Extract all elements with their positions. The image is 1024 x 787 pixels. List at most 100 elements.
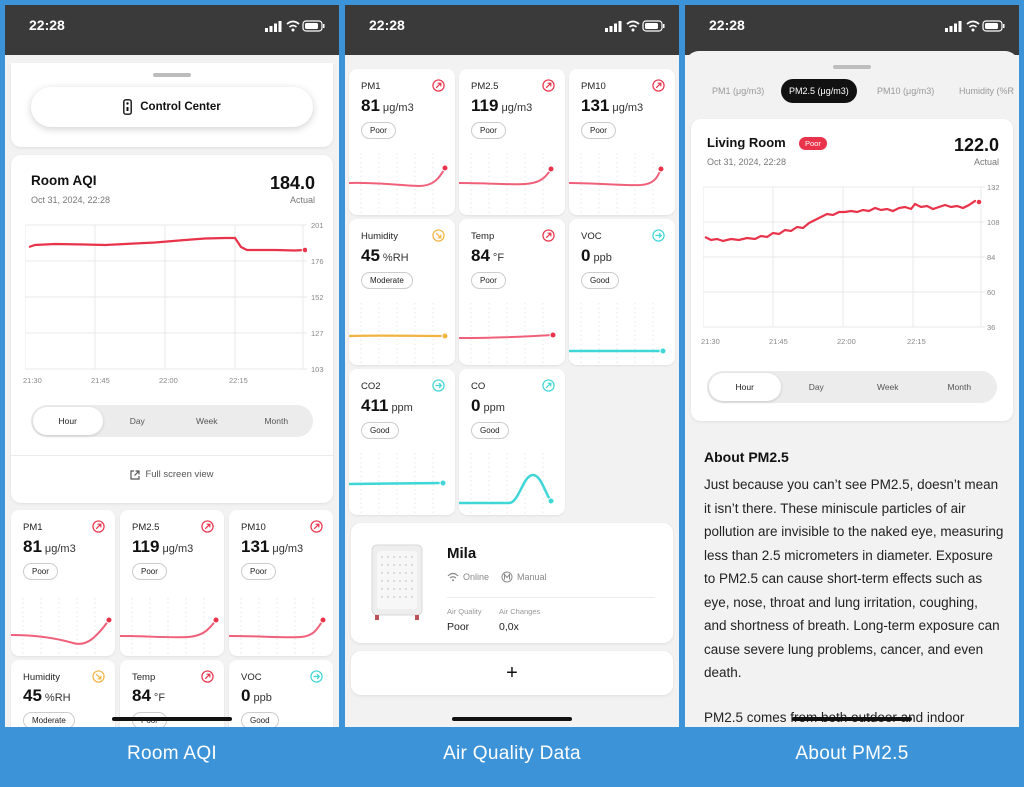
time-range-segment: Hour Day Week Month [707, 371, 997, 403]
room-aqi-value: 184.0 [269, 173, 315, 193]
divider [11, 455, 333, 456]
metric-number: 131 [581, 96, 610, 115]
metric-value: 81 μg/m3 [23, 537, 76, 557]
metric-label: PM2.5 [132, 522, 160, 533]
sheet-grabber[interactable] [833, 65, 871, 69]
sheet-grabber[interactable] [153, 73, 191, 77]
mode-status: Manual [501, 571, 547, 583]
status-badge: Moderate [23, 712, 75, 727]
tab-pm10[interactable]: PM10 (μg/m3) [877, 86, 935, 96]
metric-number: 119 [471, 96, 499, 115]
x-tick: 21:45 [91, 376, 110, 385]
status-badge: Good [581, 272, 619, 289]
trend-up-icon [652, 79, 665, 92]
metric-number: 81 [361, 96, 380, 115]
trend-up-icon [201, 670, 214, 683]
caption-air-quality-data: Air Quality Data [443, 743, 581, 764]
control-center-card: Control Center [11, 63, 333, 147]
metric-value: 84 °F [132, 686, 165, 706]
segment-week[interactable]: Week [195, 416, 218, 426]
trend-up-icon [542, 229, 555, 242]
segment-month[interactable]: Month [264, 416, 289, 426]
metric-sparkline [229, 598, 327, 656]
metric-tile-pm25[interactable]: PM2.5 119 μg/m3 Poor [120, 510, 224, 656]
full-screen-button[interactable]: Full screen view [11, 469, 333, 480]
chart-grid [703, 186, 985, 328]
phone-about-pm25: 22:28 PM1 (μg/m3) PM2.5 (μg/m3) PM10 (μg… [685, 5, 1019, 727]
x-tick: 21:45 [769, 337, 788, 346]
trend-up-icon [542, 79, 555, 92]
metric-unit: °F [492, 252, 505, 264]
metric-tile-voc[interactable]: VOC 0 ppb Good [569, 219, 675, 365]
manual-mode-icon [501, 571, 513, 583]
metric-sparkline [349, 453, 447, 515]
metric-label: PM2.5 [471, 81, 499, 92]
x-tick: 22:00 [159, 376, 178, 385]
about-title: About PM2.5 [704, 449, 789, 465]
tab-pm1[interactable]: PM1 (μg/m3) [712, 86, 765, 96]
trend-flat-icon [432, 379, 445, 392]
room-aqi-chart[interactable] [25, 223, 307, 371]
chart-grid [25, 224, 307, 370]
add-device-button[interactable]: + [351, 651, 673, 695]
metric-tile-pm10[interactable]: PM10 131 μg/m3 Poor [569, 69, 675, 215]
metric-number: 84 [471, 246, 490, 265]
tab-humidity[interactable]: Humidity (%R [959, 86, 1015, 96]
x-tick: 21:30 [701, 337, 720, 346]
device-status-row: Online Manual [447, 571, 547, 583]
metric-label: Humidity [23, 672, 60, 683]
trend-down-icon [432, 229, 445, 242]
metric-tile-humidity[interactable]: Humidity 45 %RH Moderate [11, 660, 115, 727]
about-body: Just because you can’t see PM2.5, doesn’… [704, 477, 1004, 680]
status-badge: Poor [361, 122, 396, 139]
metric-tile-temp[interactable]: Temp 84°F Poor [459, 219, 565, 365]
control-center-label: Control Center [140, 101, 221, 113]
metric-value: 81 μg/m3 [361, 96, 414, 116]
metric-tile-pm10[interactable]: PM10 131 μg/m3 Poor [229, 510, 333, 656]
segment-day[interactable]: Day [808, 382, 824, 392]
segment-month[interactable]: Month [947, 382, 972, 392]
status-badge: Poor [132, 563, 167, 580]
metric-number: 0 [581, 246, 591, 265]
pm25-chart[interactable] [703, 185, 985, 331]
metric-tile-pm1[interactable]: PM1 81 μg/m3 Poor [11, 510, 115, 656]
segment-hour[interactable]: Hour [709, 373, 781, 401]
metric-tile-pm1[interactable]: PM1 81 μg/m3 Poor [349, 69, 455, 215]
metric-label: CO [471, 381, 486, 392]
metric-tile-voc[interactable]: VOC 0 ppb Good [229, 660, 333, 727]
control-center-button[interactable]: Control Center [31, 87, 313, 127]
status-badge: Good [361, 422, 399, 439]
metric-sparkline [569, 153, 665, 215]
metric-tile-co[interactable]: CO 0 ppm Good [459, 369, 565, 515]
status-badge: Poor [241, 563, 276, 580]
metric-tile-co2[interactable]: CO2 411 ppm Good [349, 369, 455, 515]
segment-hour[interactable]: Hour [33, 407, 103, 435]
metric-value: 411 ppm [361, 396, 413, 416]
segment-day[interactable]: Day [129, 416, 145, 426]
metric-label: VOC [581, 231, 602, 242]
trend-up-icon [201, 520, 214, 533]
home-indicator [452, 717, 572, 721]
y-tick: 108 [987, 218, 1000, 227]
segment-week[interactable]: Week [876, 382, 899, 392]
status-badge: Poor [23, 563, 58, 580]
metric-tile-pm25[interactable]: PM2.5 119 μg/m3 Poor [459, 69, 565, 215]
metric-unit: μg/m3 [162, 543, 194, 555]
mode-label: Manual [517, 572, 547, 582]
metrics-sheet: PM1 81 μg/m3 Poor PM2.5 119 μg/m3 Poor PM1… [345, 63, 679, 727]
metric-value: 84 °F [471, 246, 504, 266]
metric-value: 45 %RH [361, 246, 409, 266]
metric-label: PM10 [241, 522, 266, 533]
metric-sparkline [459, 303, 557, 365]
y-tick: 152 [311, 293, 324, 302]
status-time: 22:28 [709, 17, 745, 33]
tab-pm25[interactable]: PM2.5 (μg/m3) [781, 79, 857, 103]
aqi-series-line [28, 236, 306, 252]
metric-label: Humidity [361, 231, 398, 242]
metric-unit: °F [153, 692, 166, 704]
air-changes-value: 0,0x [499, 621, 519, 633]
caption-room-aqi: Room AQI [126, 743, 218, 764]
metric-unit: μg/m3 [382, 102, 414, 114]
metric-tile-humidity[interactable]: Humidity 45 %RH Moderate [349, 219, 455, 365]
device-card-mila[interactable]: Mila Online Manual Air Quality Poor Air … [351, 523, 673, 643]
